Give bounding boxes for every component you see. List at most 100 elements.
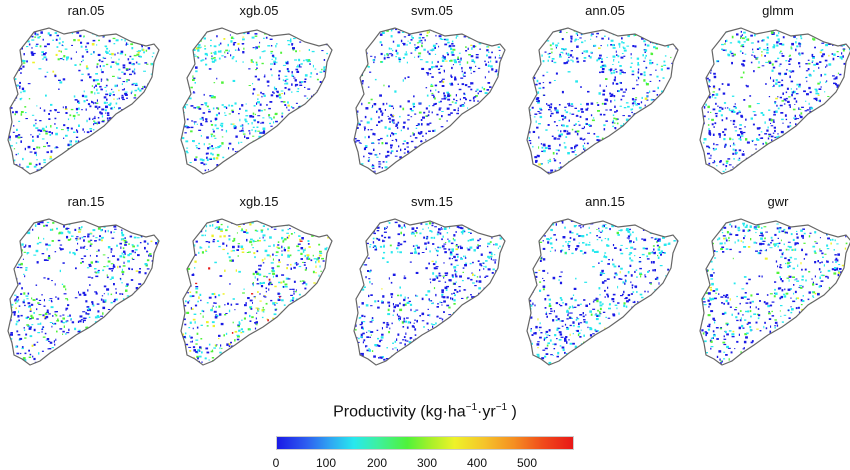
productivity-pixel: [286, 79, 289, 80]
productivity-pixel: [122, 125, 124, 126]
productivity-pixel: [596, 139, 598, 141]
productivity-pixel: [94, 122, 96, 123]
productivity-pixel: [211, 53, 212, 54]
productivity-pixel: [360, 70, 363, 72]
productivity-pixel: [103, 254, 106, 255]
productivity-pixel: [149, 160, 152, 161]
productivity-pixel: [738, 159, 741, 160]
productivity-pixel: [740, 37, 741, 39]
productivity-pixel: [780, 51, 782, 52]
productivity-pixel: [450, 112, 453, 114]
productivity-pixel: [20, 293, 22, 295]
productivity-pixel: [20, 98, 22, 100]
productivity-pixel: [468, 54, 471, 55]
productivity-pixel: [128, 268, 130, 270]
productivity-pixel: [245, 31, 246, 32]
productivity-pixel: [78, 238, 80, 239]
productivity-pixel: [765, 83, 766, 85]
productivity-pixel: [794, 98, 796, 100]
productivity-pixel: [122, 99, 125, 100]
productivity-pixel: [543, 87, 545, 89]
productivity-pixel: [842, 157, 845, 159]
productivity-pixel: [484, 99, 486, 101]
productivity-pixel: [836, 160, 838, 162]
productivity-pixel: [782, 93, 784, 95]
productivity-pixel: [117, 52, 118, 53]
productivity-pixel: [383, 85, 384, 87]
productivity-pixel: [209, 173, 210, 175]
productivity-pixel: [459, 126, 461, 127]
productivity-pixel: [546, 72, 548, 73]
productivity-pixel: [139, 151, 141, 152]
productivity-pixel: [584, 57, 587, 59]
productivity-pixel: [58, 50, 60, 52]
productivity-pixel: [35, 123, 36, 124]
productivity-pixel: [272, 152, 273, 154]
productivity-pixel: [484, 129, 487, 130]
productivity-pixel: [307, 156, 309, 158]
productivity-pixel: [145, 338, 147, 340]
productivity-pixel: [47, 361, 50, 362]
productivity-pixel: [786, 92, 787, 94]
productivity-pixel: [73, 341, 74, 342]
productivity-pixel: [740, 77, 743, 79]
productivity-pixel: [111, 248, 113, 251]
productivity-pixel: [43, 39, 44, 41]
productivity-pixel: [323, 144, 325, 146]
productivity-pixel: [782, 169, 784, 170]
productivity-pixel: [159, 120, 162, 122]
productivity-pixel: [434, 97, 436, 99]
productivity-pixel: [546, 33, 547, 35]
productivity-pixel: [97, 63, 99, 65]
productivity-pixel: [25, 334, 27, 336]
productivity-pixel: [111, 337, 113, 339]
productivity-pixel: [443, 92, 445, 94]
productivity-pixel: [152, 113, 153, 115]
productivity-pixel: [159, 58, 160, 60]
productivity-pixel: [137, 254, 140, 256]
productivity-pixel: [827, 151, 829, 153]
productivity-pixel: [61, 51, 62, 53]
productivity-pixel: [533, 72, 534, 73]
productivity-pixel: [155, 84, 157, 85]
productivity-pixel: [423, 112, 425, 114]
productivity-pixel: [763, 49, 766, 50]
productivity-pixel: [435, 129, 436, 131]
productivity-pixel: [829, 29, 831, 31]
productivity-pixel: [131, 31, 134, 32]
productivity-pixel: [452, 131, 455, 133]
productivity-pixel: [242, 127, 243, 129]
productivity-pixel: [389, 121, 390, 123]
productivity-pixel: [840, 116, 842, 118]
productivity-pixel: [86, 120, 87, 122]
productivity-pixel: [664, 135, 666, 137]
productivity-pixel: [796, 84, 799, 86]
productivity-pixel: [655, 47, 658, 49]
productivity-pixel: [373, 143, 374, 144]
productivity-pixel: [465, 128, 467, 129]
productivity-pixel: [14, 313, 16, 316]
productivity-pixel: [124, 240, 127, 242]
productivity-pixel: [492, 164, 494, 165]
productivity-pixel: [587, 143, 589, 145]
productivity-pixel: [83, 236, 86, 237]
productivity-pixel: [8, 237, 11, 239]
productivity-pixel: [439, 108, 442, 109]
productivity-pixel: [24, 305, 26, 306]
productivity-pixel: [442, 85, 445, 87]
productivity-pixel: [125, 92, 128, 93]
productivity-pixel: [632, 145, 634, 146]
productivity-pixel: [236, 160, 239, 162]
productivity-pixel: [79, 320, 81, 322]
productivity-pixel: [80, 237, 81, 239]
productivity-pixel: [824, 108, 827, 110]
productivity-pixel: [830, 110, 833, 112]
productivity-pixel: [18, 57, 20, 59]
productivity-pixel: [638, 77, 639, 79]
productivity-pixel: [28, 326, 30, 327]
productivity-pixel: [359, 142, 361, 143]
productivity-pixel: [621, 136, 623, 137]
productivity-pixel: [331, 152, 333, 154]
productivity-pixel: [498, 126, 500, 128]
productivity-pixel: [104, 332, 106, 334]
